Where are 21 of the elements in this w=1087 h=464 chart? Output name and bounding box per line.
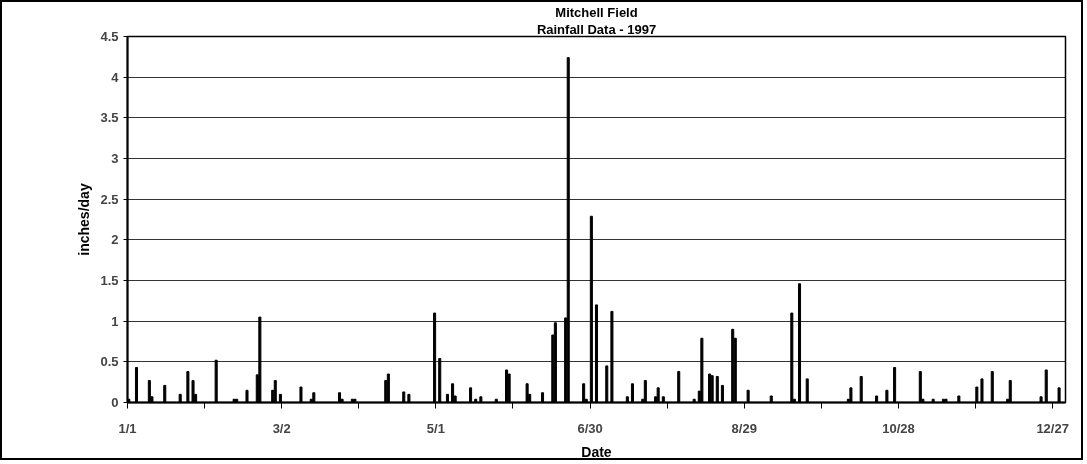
x-tick-label: 1/1: [118, 420, 137, 436]
chart-title: Mitchell Field: [555, 4, 638, 20]
y-tick-label: 4: [111, 69, 120, 85]
x-axis-title: Date: [581, 443, 612, 460]
y-axis-title: inches/day: [76, 183, 93, 256]
y-tick-label: 0: [111, 395, 119, 410]
y-tick-label: 2: [111, 232, 119, 248]
x-tick-label: 10/28: [882, 420, 915, 436]
y-tick-label: 4.5: [100, 29, 119, 44]
x-tick-label: 5/1: [426, 420, 445, 436]
y-tick-label: 3.5: [100, 110, 119, 126]
x-tick-label: 6/30: [577, 420, 603, 436]
x-tick-label: 8/29: [731, 420, 757, 436]
chart-subtitle: Rainfall Data - 1997: [536, 21, 657, 37]
y-tick-label: 3: [111, 151, 119, 166]
y-tick-label: 1.5: [100, 273, 119, 288]
x-tick-label: 3/2: [272, 420, 291, 436]
y-tick-label: 0.5: [100, 354, 119, 370]
y-tick-label: 2.5: [100, 191, 119, 207]
x-tick-label: 12/27: [1036, 420, 1069, 436]
y-tick-label: 1: [111, 313, 119, 329]
